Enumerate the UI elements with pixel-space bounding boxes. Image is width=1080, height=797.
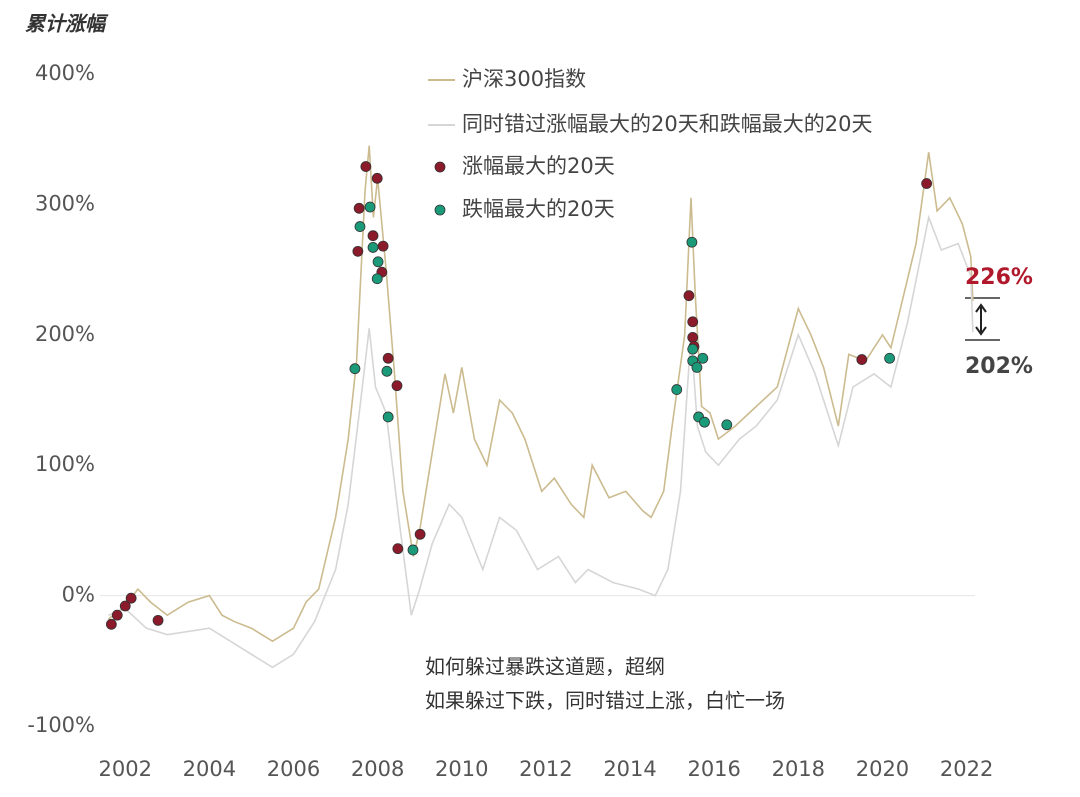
point	[687, 343, 699, 355]
x-tick-label: 2014	[603, 757, 656, 781]
y-tick-label: 300%	[35, 191, 95, 215]
arrow-head	[975, 303, 987, 336]
legend-label: 同时错过涨幅最大的20天和跌幅最大的20天	[462, 112, 872, 136]
x-tick-label: 2008	[351, 757, 404, 781]
point	[364, 201, 376, 213]
point	[105, 618, 117, 630]
point	[699, 416, 710, 428]
y-tick-label: 0%	[62, 583, 95, 607]
point	[354, 221, 366, 232]
line	[108, 214, 974, 669]
point	[367, 242, 379, 253]
point	[382, 352, 394, 364]
point	[691, 361, 703, 373]
point	[921, 178, 933, 189]
point	[377, 240, 389, 252]
y-tick-label: 400%	[35, 61, 95, 85]
point	[382, 411, 394, 423]
point	[856, 354, 868, 365]
x-tick-label: 2018	[772, 757, 825, 781]
x-tick-label: 2012	[519, 757, 572, 781]
point	[721, 419, 733, 431]
point	[349, 363, 361, 375]
chart-title: 累计涨幅	[25, 12, 109, 36]
legend-swatch	[434, 204, 446, 216]
note: 如果躲过下跌，同时错过上涨，白忙一场	[425, 689, 785, 713]
end-label: 226%	[965, 265, 1033, 290]
point	[381, 365, 393, 377]
note: 如何躲过暴跌这道题，超纲	[425, 655, 665, 679]
x-tick-label: 2004	[183, 757, 236, 781]
end-label: 202%	[965, 354, 1033, 379]
point	[360, 161, 372, 172]
x-tick-label: 2006	[267, 757, 320, 781]
point	[353, 202, 365, 214]
point	[111, 609, 123, 621]
point	[391, 380, 403, 392]
legend-label: 跌幅最大的20天	[462, 197, 615, 221]
point	[683, 290, 695, 302]
line	[107, 145, 974, 643]
point	[392, 543, 404, 555]
legend-label: 沪深300指数	[462, 67, 586, 91]
x-tick-label: 2022	[940, 757, 993, 781]
point	[687, 316, 699, 328]
x-tick-label: 2020	[856, 757, 909, 781]
x-tick-label: 2002	[99, 757, 152, 781]
y-tick-label: 200%	[35, 322, 95, 346]
point	[671, 384, 683, 395]
point	[352, 245, 364, 257]
y-tick-label: 100%	[35, 452, 95, 476]
legend-label: 涨幅最大的20天	[462, 154, 615, 178]
point	[152, 614, 164, 626]
point	[687, 332, 699, 343]
point	[407, 544, 419, 556]
x-tick-label: 2010	[435, 757, 488, 781]
point	[372, 256, 384, 268]
point	[371, 273, 383, 285]
point	[414, 528, 426, 540]
point	[884, 352, 896, 364]
legend-swatch	[434, 161, 446, 173]
point	[697, 352, 709, 364]
point	[119, 600, 131, 612]
x-tick-label: 2016	[687, 757, 740, 781]
point	[367, 230, 379, 242]
point	[125, 592, 137, 604]
y-tick-label: -100%	[27, 713, 95, 737]
point	[686, 236, 698, 248]
point	[371, 172, 383, 184]
